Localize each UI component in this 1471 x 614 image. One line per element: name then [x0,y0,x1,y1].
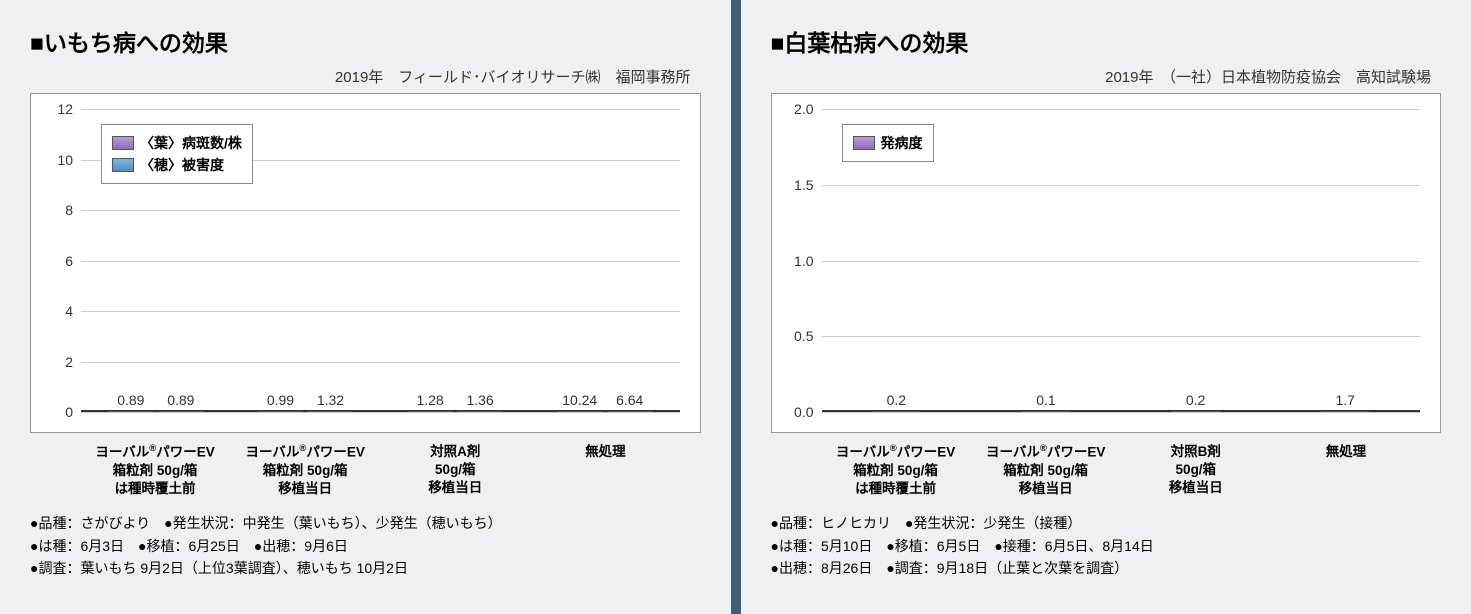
grid-line [81,210,680,211]
x-label: 無処理 [1271,443,1421,498]
right-x-labels: ヨーバル®パワーEV箱粒剤 50g/箱は種時覆土前ヨーバル®パワーEV箱粒剤 5… [771,443,1442,498]
bar-value-label: 1.7 [1335,392,1354,408]
right-panel: ■白葉枯病への効果 2019年 （一社）日本植物防疫協会 高知試験場 0.00.… [741,0,1471,614]
x-label: ヨーバル®パワーEV箱粒剤 50g/箱は種時覆土前 [821,443,971,498]
bar-value-label: 10.24 [562,392,597,408]
left-subtitle: 2019年 フィールド･バイオリサーチ㈱ 福岡事務所 [30,66,701,87]
bar: 1.7 [1321,411,1369,412]
bar-group: 0.1 [971,411,1121,412]
grid-line [81,311,680,312]
note-line: ●は種：5月10日 ●移植：6月5日 ●接種：6月5日、8月14日 [771,535,1442,557]
bar-value-label: 0.89 [117,392,144,408]
right-title: ■白葉枯病への効果 [771,24,1442,58]
y-tick: 12 [57,101,73,117]
bar-value-label: 1.36 [466,392,493,408]
x-label: 対照B剤50g/箱移植当日 [1121,443,1271,498]
bar-group: 0.99 1.32 [231,411,381,412]
x-label: ヨーバル®パワーEV箱粒剤 50g/箱移植当日 [230,443,380,498]
legend-item: 〈穂〉被害度 [112,155,242,175]
legend-item: 〈葉〉病斑数/株 [112,133,242,153]
grid-line [822,185,1421,186]
left-legend: 〈葉〉病斑数/株〈穂〉被害度 [101,124,253,184]
left-notes: ●品種：さがびより ●発生状況：中発生（葉いもち）、少発生（穂いもち）●は種：6… [30,512,701,579]
bar: 0.2 [1172,411,1220,412]
x-label: ヨーバル®パワーEV箱粒剤 50g/箱移植当日 [971,443,1121,498]
note-line: ●品種：さがびより ●発生状況：中発生（葉いもち）、少発生（穂いもち） [30,512,701,534]
legend-label: 〈穂〉被害度 [140,155,224,175]
right-y-axis: 0.00.51.01.52.0 [772,109,822,412]
bar: 0.1 [1022,411,1070,412]
note-line: ●出穂：8月26日 ●調査：9月18日（止葉と次葉を調査） [771,557,1442,579]
y-tick: 1.5 [794,177,813,193]
note-line: ●品種：ヒノヒカリ ●発生状況：少発生（接種） [771,512,1442,534]
x-label: 無処理 [530,443,680,498]
grid-line [822,336,1421,337]
bar: 10.24 [558,411,602,412]
left-x-labels: ヨーバル®パワーEV箱粒剤 50g/箱は種時覆土前ヨーバル®パワーEV箱粒剤 5… [30,443,701,498]
legend-swatch [112,158,134,172]
y-tick: 0 [65,404,73,420]
bar: 0.89 [159,411,203,412]
bar: 0.2 [872,411,920,412]
grid-line [81,362,680,363]
x-label: ヨーバル®パワーEV箱粒剤 50g/箱は種時覆土前 [80,443,230,498]
bar: 0.99 [258,411,302,412]
bar: 6.64 [608,411,652,412]
right-subtitle: 2019年 （一社）日本植物防疫協会 高知試験場 [771,66,1442,87]
bar-group: 0.2 [1121,411,1271,412]
grid-line [822,261,1421,262]
legend-label: 〈葉〉病斑数/株 [140,133,242,153]
bar-value-label: 0.99 [267,392,294,408]
y-tick: 10 [57,152,73,168]
y-tick: 2.0 [794,101,813,117]
y-tick: 0.0 [794,404,813,420]
legend-swatch [112,136,134,150]
right-notes: ●品種：ヒノヒカリ ●発生状況：少発生（接種）●は種：5月10日 ●移植：6月5… [771,512,1442,579]
bar: 0.89 [109,411,153,412]
grid-line [822,109,1421,110]
grid-line [81,109,680,110]
right-legend: 発病度 [842,124,934,162]
legend-label: 発病度 [881,133,923,153]
x-label: 対照A剤50g/箱移植当日 [380,443,530,498]
bar-value-label: 0.2 [887,392,906,408]
bar-group: 10.24 6.64 [530,411,680,412]
bar-group: 1.7 [1270,411,1420,412]
y-tick: 1.0 [794,253,813,269]
bar-value-label: 6.64 [616,392,643,408]
y-tick: 6 [65,253,73,269]
bar-value-label: 1.32 [317,392,344,408]
bar-group: 1.28 1.36 [380,411,530,412]
y-tick: 8 [65,202,73,218]
bar: 1.32 [308,411,352,412]
bar-value-label: 1.28 [416,392,443,408]
grid-line [81,412,680,413]
y-tick: 2 [65,354,73,370]
bar-value-label: 0.89 [167,392,194,408]
grid-line [822,412,1421,413]
grid-line [81,261,680,262]
left-chart: 0 2 4 6 8 10 12 0.89 0.89 0.99 1.32 1.28 1.36 10.24 6… [30,93,701,433]
left-title: ■いもち病への効果 [30,24,701,58]
bar-value-label: 0.1 [1036,392,1055,408]
bar: 1.36 [458,411,502,412]
y-tick: 0.5 [794,328,813,344]
left-panel: ■いもち病への効果 2019年 フィールド･バイオリサーチ㈱ 福岡事務所 0 2 4… [0,0,731,614]
bar: 1.28 [408,411,452,412]
y-tick: 4 [65,303,73,319]
legend-swatch [853,136,875,150]
panel-divider [731,0,741,614]
bar-value-label: 0.2 [1186,392,1205,408]
bar-group: 0.2 [822,411,972,412]
legend-item: 発病度 [853,133,923,153]
note-line: ●は種：6月3日 ●移植：6月25日 ●出穂：9月6日 [30,535,701,557]
left-y-axis: 024681012 [31,109,81,412]
note-line: ●調査：葉いもち 9月2日（上位3葉調査）、穂いもち 10月2日 [30,557,701,579]
right-chart: 0.0 0.5 1.0 1.5 2.0 0.2 0.1 0.2 1.7 発病度 [771,93,1442,433]
bar-group: 0.89 0.89 [81,411,231,412]
